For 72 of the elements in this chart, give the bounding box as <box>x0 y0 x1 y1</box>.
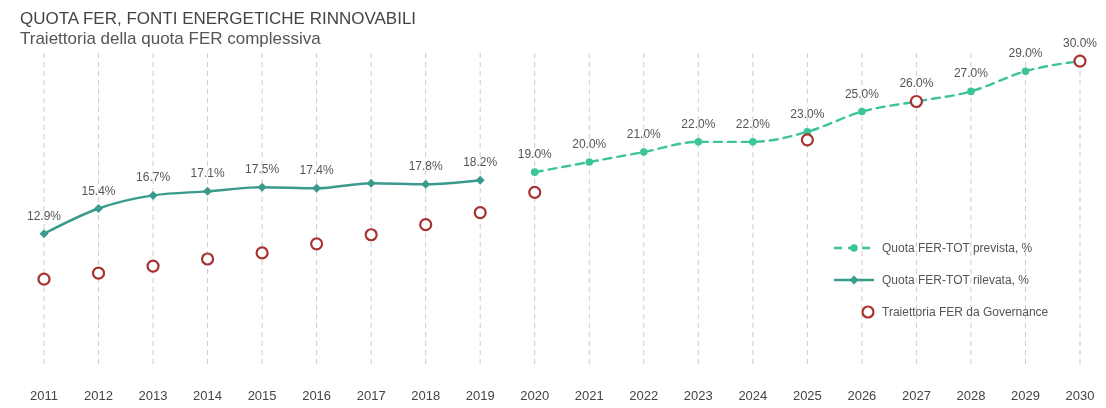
point <box>421 179 431 189</box>
x-tick-label: 2011 <box>30 388 58 403</box>
x-tick-label: 2019 <box>465 388 495 403</box>
point <box>146 259 160 273</box>
chart-title: QUOTA FER, FONTI ENERGETICHE RINNOVABILI <box>20 9 417 28</box>
x-tick-label: 2020 <box>520 388 550 403</box>
data-label: 21.0% <box>626 126 662 141</box>
point <box>366 178 376 188</box>
point <box>91 266 106 280</box>
data-label: 17.1% <box>190 166 225 181</box>
x-tick-label: 2018 <box>411 388 441 403</box>
data-label: 17.8% <box>408 159 444 174</box>
point <box>528 185 542 199</box>
x-tick-label: 2017 <box>356 388 386 403</box>
point <box>694 138 703 146</box>
data-label: 30.0% <box>1062 36 1098 51</box>
x-tick-label: 2027 <box>901 388 931 403</box>
point <box>39 229 49 239</box>
legend-label: Quota FER-TOT rilevata, % <box>882 273 1030 287</box>
x-tick-label: 2024 <box>738 388 768 403</box>
data-label: 17.5% <box>245 162 280 177</box>
point <box>473 205 487 220</box>
data-label: 22.0% <box>681 116 716 131</box>
x-tick-label: 2013 <box>138 388 168 403</box>
data-label: 19.0% <box>517 147 553 162</box>
data-label: 20.0% <box>572 137 607 152</box>
point <box>967 87 975 96</box>
point <box>94 204 104 213</box>
point <box>310 237 324 251</box>
point <box>530 168 539 176</box>
data-label: 25.0% <box>844 86 880 101</box>
x-tick-label: 2014 <box>193 388 223 403</box>
data-label: 16.7% <box>136 170 171 185</box>
data-label: 12.9% <box>26 208 62 223</box>
x-tick-label: 2026 <box>847 388 877 403</box>
point <box>585 158 594 166</box>
point <box>858 107 866 116</box>
point <box>148 190 158 200</box>
x-tick-label: 2022 <box>629 388 659 403</box>
x-tick-label: 2016 <box>302 388 332 403</box>
x-tick-label: 2025 <box>792 388 822 403</box>
data-label: 15.4% <box>81 183 116 198</box>
point <box>749 138 757 146</box>
point <box>200 252 215 266</box>
point <box>800 133 814 147</box>
data-label: 26.0% <box>899 76 934 91</box>
x-tick-label: 2012 <box>84 388 113 403</box>
data-label: 23.0% <box>790 106 825 121</box>
x-tick-label: 2023 <box>683 388 713 403</box>
point <box>475 175 485 185</box>
x-tick-label: 2028 <box>956 388 986 403</box>
data-label: 18.2% <box>463 155 498 170</box>
point <box>257 182 267 192</box>
legend-label: Traiettoria FER da Governance <box>882 305 1049 319</box>
point <box>364 228 378 242</box>
point <box>203 186 213 196</box>
data-label: 29.0% <box>1008 46 1043 61</box>
x-tick-label: 2029 <box>1011 388 1040 403</box>
legend-label: Quota FER-TOT prevista, % <box>882 241 1033 255</box>
point <box>255 246 269 260</box>
data-label: 17.4% <box>299 163 334 178</box>
point <box>1021 67 1030 75</box>
point <box>419 218 433 232</box>
point <box>639 148 648 156</box>
x-tick-label: 2030 <box>1065 388 1095 403</box>
point <box>37 272 51 286</box>
data-label: 27.0% <box>953 66 989 81</box>
x-tick-label: 2021 <box>574 388 604 403</box>
x-tick-label: 2015 <box>247 388 277 403</box>
data-label: 22.0% <box>735 116 771 131</box>
point <box>312 183 322 193</box>
chart-subtitle: Traiettoria della quota FER complessiva <box>20 29 322 48</box>
